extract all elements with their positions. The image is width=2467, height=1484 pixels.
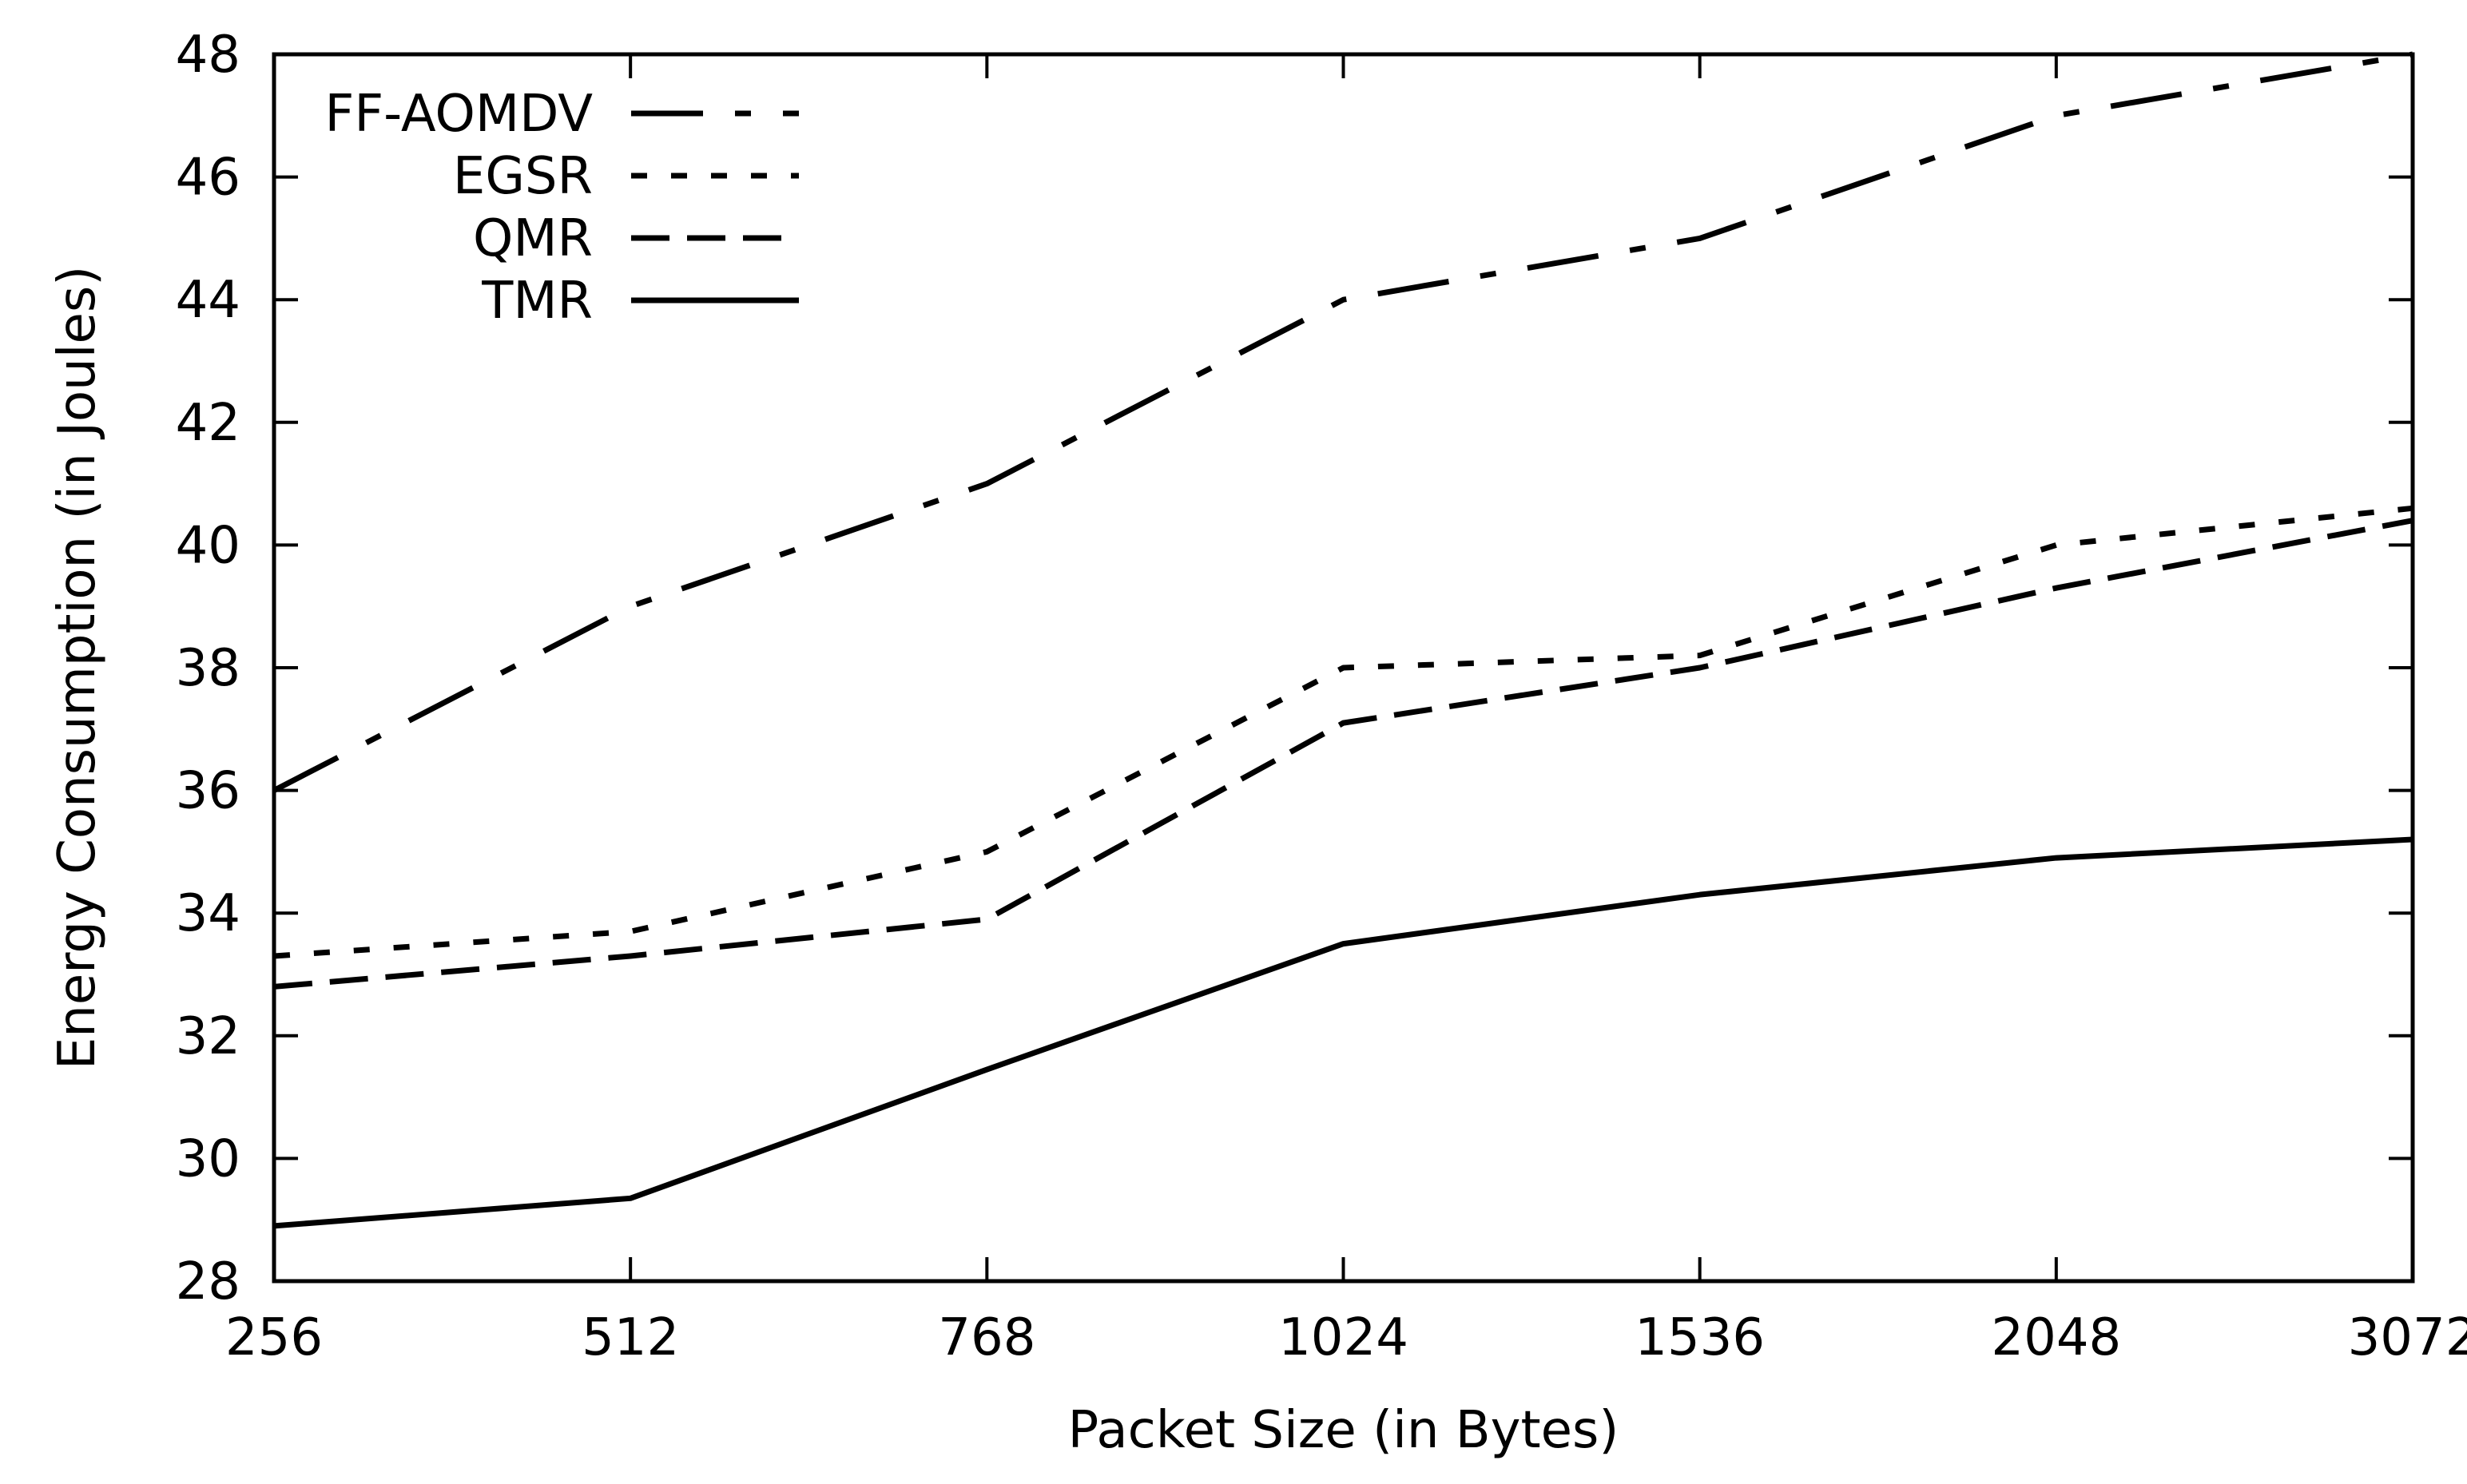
y-tick-label: 38 (176, 639, 240, 698)
series-line-qmr (273, 518, 2413, 990)
y-tick-label: 28 (176, 1252, 240, 1311)
x-tick-label: 1536 (1635, 1308, 1765, 1367)
x-tick-label: 1024 (1278, 1308, 1408, 1367)
legend-label: FF-AOMDV (325, 85, 594, 144)
y-tick-label: 36 (176, 762, 240, 821)
x-tick-label: 768 (938, 1308, 1035, 1367)
y-tick-label: 46 (176, 149, 240, 208)
series-line-ff-aomdv (272, 51, 2413, 793)
legend-label: TMR (481, 272, 593, 331)
y-tick-label: 44 (176, 271, 240, 330)
x-tick-label: 512 (582, 1308, 679, 1367)
y-tick-label: 40 (176, 516, 240, 575)
y-tick-label: 34 (176, 884, 240, 943)
x-axis-title: Packet Size (in Bytes) (1068, 1401, 1619, 1460)
series-line-tmr (273, 836, 2413, 1229)
legend-label: QMR (473, 209, 593, 268)
series-line-egsr (273, 505, 2413, 959)
x-tick-label: 2048 (1991, 1308, 2121, 1367)
series-layer (272, 51, 2413, 1229)
y-tick-label: 30 (176, 1129, 240, 1188)
x-tick-label: 256 (225, 1308, 323, 1367)
x-axis: 256 512 768 1024 1536 2048 3072 (225, 54, 2467, 1367)
y-axis: 28 30 32 34 36 38 40 42 44 46 48 (176, 26, 2413, 1311)
x-tick-label: 3072 (2348, 1308, 2467, 1367)
y-tick-label: 48 (176, 26, 240, 85)
y-tick-label: 42 (176, 394, 240, 453)
y-tick-label: 32 (176, 1007, 240, 1066)
y-axis-title: Energy Consumption (in Joules) (48, 266, 107, 1069)
legend-label: EGSR (453, 147, 593, 206)
